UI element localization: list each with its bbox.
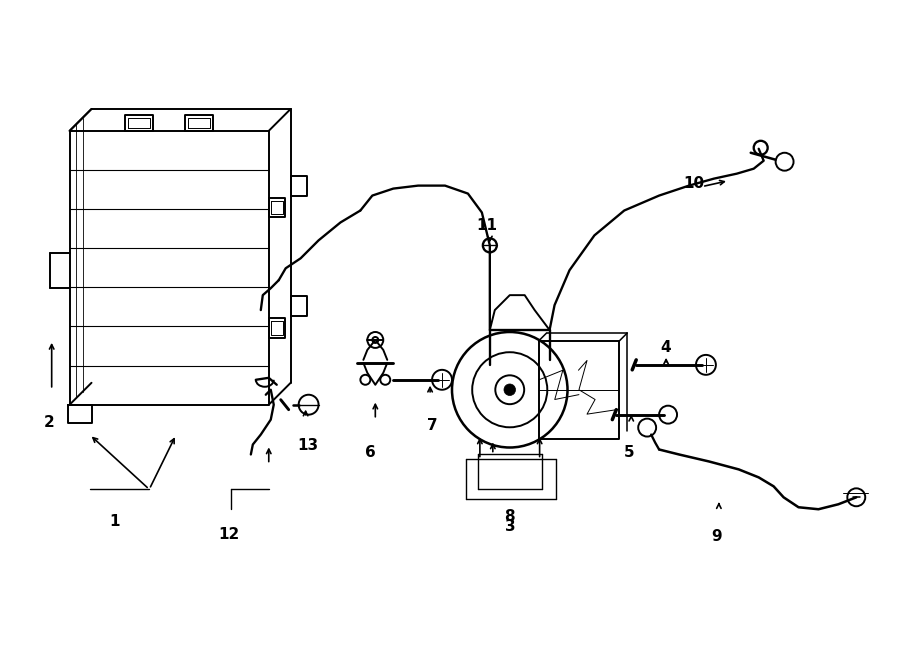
Text: 8: 8 (504, 509, 515, 524)
Text: 4: 4 (661, 340, 671, 355)
Circle shape (504, 384, 516, 395)
Text: 5: 5 (624, 444, 634, 459)
Text: 12: 12 (219, 527, 239, 542)
Text: 11: 11 (476, 219, 498, 233)
Text: 2: 2 (43, 414, 54, 430)
Text: 7: 7 (427, 418, 437, 433)
Text: 9: 9 (712, 529, 722, 544)
Text: 10: 10 (683, 176, 705, 190)
Text: 1: 1 (109, 514, 120, 529)
Text: 6: 6 (365, 444, 375, 459)
Text: 13: 13 (297, 438, 319, 453)
Text: 3: 3 (506, 519, 516, 534)
